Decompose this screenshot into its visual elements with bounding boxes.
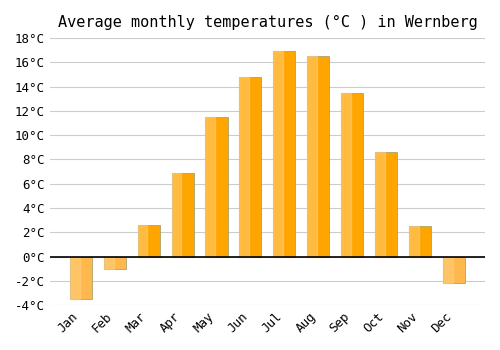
Bar (409, 226, 419, 257)
Bar (172, 173, 181, 257)
Bar (138, 225, 160, 257)
Bar (70, 257, 80, 299)
Bar (240, 77, 262, 257)
Bar (138, 225, 147, 257)
Bar (308, 56, 318, 257)
Bar (308, 56, 330, 257)
Bar (409, 226, 432, 257)
Bar (443, 257, 465, 283)
Bar (104, 257, 126, 269)
Bar (375, 152, 385, 257)
Bar (70, 257, 92, 299)
Bar (274, 51, 295, 257)
Bar (206, 117, 216, 257)
Bar (342, 93, 363, 257)
Bar (443, 257, 453, 283)
Bar (206, 117, 228, 257)
Bar (104, 257, 114, 269)
Bar (172, 173, 194, 257)
Title: Average monthly temperatures (°C ) in Wernberg: Average monthly temperatures (°C ) in We… (58, 15, 478, 30)
Bar (375, 152, 398, 257)
Bar (274, 51, 283, 257)
Bar (240, 77, 250, 257)
Bar (342, 93, 351, 257)
